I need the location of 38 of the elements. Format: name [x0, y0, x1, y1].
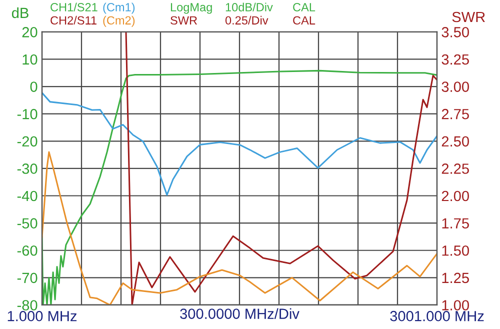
- text: 10dB/Div: [226, 2, 273, 12]
- y2-tick-label: 1.50: [442, 245, 469, 256]
- y2-tick-label: 1.75: [442, 218, 469, 228]
- line-series: [42, 92, 437, 196]
- y2-tick-label: 3.25: [442, 54, 469, 65]
- y-tick-label: -10: [17, 108, 38, 120]
- y-tick-label: 0: [30, 82, 38, 92]
- y-tick-label: 20: [22, 27, 38, 38]
- y-tick-label: 10: [22, 54, 38, 65]
- y-tick-label: -70: [17, 272, 38, 284]
- y-tick-label: -80: [17, 300, 38, 310]
- y2-tick-label: 2.75: [442, 108, 469, 120]
- text: (Cm2): [103, 16, 135, 27]
- y2-tick-label: 1.00: [442, 300, 469, 310]
- y-tick-label: -50: [17, 218, 38, 228]
- y2-tick-label: 3.00: [442, 82, 469, 92]
- text: CH2/S11: [50, 16, 96, 25]
- text: CAL: [293, 16, 316, 25]
- text: LogMag: [170, 3, 212, 14]
- y2-axis-title: SWR: [452, 12, 485, 22]
- y2-tick-label: 1.25: [442, 272, 469, 284]
- y-tick-label: -20: [17, 136, 38, 147]
- text: CAL: [293, 3, 316, 12]
- y2-tick-label: 2.25: [442, 164, 469, 174]
- x-axis-title: 300.0000 MHz/Div: [180, 308, 300, 319]
- y-tick-label: -40: [17, 190, 38, 202]
- y-tick-label: -60: [17, 245, 38, 256]
- text: (Cm1): [103, 2, 135, 14]
- y-axis-title: dB: [12, 7, 28, 18]
- text: SWR: [170, 16, 197, 25]
- x-tick-label: 3001.000 MHz: [390, 310, 484, 322]
- text: CH1/S21: [50, 2, 98, 12]
- y2-tick-label: 3.50: [442, 27, 469, 38]
- text: 0.25/Div: [225, 16, 268, 25]
- x-tick-label: 1.000 MHz: [8, 310, 77, 322]
- y2-tick-label: 2.50: [442, 136, 469, 147]
- y2-tick-label: 2.00: [442, 190, 469, 202]
- y-tick-label: -30: [17, 164, 38, 174]
